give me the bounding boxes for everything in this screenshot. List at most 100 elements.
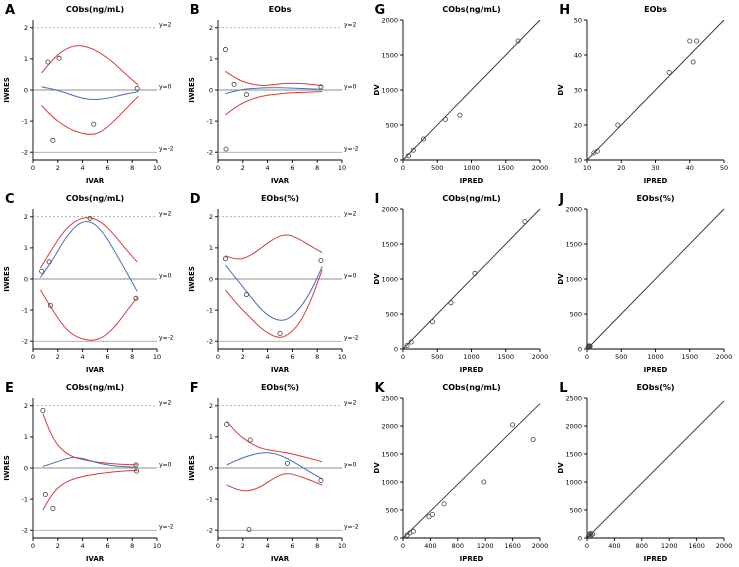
svg-text:500: 500 <box>570 506 582 514</box>
svg-text:2000: 2000 <box>531 542 548 550</box>
svg-text:y=0: y=0 <box>159 462 172 469</box>
svg-text:0: 0 <box>400 542 404 550</box>
plot-G: CObs(ng/mL) 0 500 1000 1500 2000 0 500 1000 1500 2… <box>373 5 548 185</box>
y-axis-label-E: IWRES <box>3 455 11 481</box>
panel-title-B: EObs <box>268 5 291 14</box>
svg-text:y=0: y=0 <box>344 462 357 469</box>
panel-E: E CObs(ng/mL) 0 2 4 6 8 10 -2 -1 0 1 2 IVAR IWRES y=2 y=… <box>0 378 185 567</box>
svg-text:2000: 2000 <box>531 353 548 361</box>
svg-text:0: 0 <box>578 345 582 353</box>
svg-text:2000: 2000 <box>566 422 583 430</box>
svg-text:2: 2 <box>24 24 28 32</box>
y-axis-label-F: IWRES <box>188 455 196 481</box>
svg-text:6: 6 <box>290 164 294 172</box>
plot-J: EObs(%) 0 500 1000 1500 2000 0 500 1000 1500 2000 I… <box>557 194 732 374</box>
panel-label-A: A <box>5 3 16 18</box>
svg-text:1200: 1200 <box>661 542 678 550</box>
svg-text:0: 0 <box>209 275 213 283</box>
svg-text:0: 0 <box>393 534 397 542</box>
panel-label-J: J <box>559 192 565 207</box>
svg-text:2: 2 <box>56 353 60 361</box>
svg-text:20: 20 <box>617 164 625 172</box>
svg-text:-1: -1 <box>206 306 212 314</box>
svg-text:40: 40 <box>574 51 582 59</box>
panel-title-L: EObs(%) <box>637 383 675 392</box>
svg-text:1: 1 <box>209 244 213 252</box>
panel-I: I CObs(ng/mL) 0 500 1000 1500 2000 0 500 1000 1500… <box>370 189 555 378</box>
svg-text:0: 0 <box>31 164 35 172</box>
x-axis-label-E: IVAR <box>86 555 105 563</box>
x-axis-label-D: IVAR <box>271 366 290 374</box>
svg-text:10: 10 <box>583 164 591 172</box>
x-axis-label-K: IPRED <box>459 555 483 563</box>
svg-text:y=0: y=0 <box>159 273 172 280</box>
svg-text:6: 6 <box>105 164 109 172</box>
plot-F: EObs(%) 0 2 4 6 8 10 -2 -1 0 1 2 IVAR IWRES y=2 y=0 y=-2 <box>188 383 359 563</box>
svg-text:2: 2 <box>240 164 244 172</box>
svg-text:1500: 1500 <box>381 240 398 248</box>
panel-title-K: CObs(ng/mL) <box>442 383 500 392</box>
svg-text:2000: 2000 <box>381 16 398 24</box>
panel-label-G: G <box>374 3 386 18</box>
panel-title-G: CObs(ng/mL) <box>442 5 500 14</box>
svg-text:0: 0 <box>393 156 397 164</box>
svg-text:-2: -2 <box>206 527 212 535</box>
x-axis-label-B: IVAR <box>271 177 290 185</box>
panel-title-F: EObs(%) <box>261 383 299 392</box>
y-axis-label-K: DV <box>373 462 381 474</box>
plot-I: CObs(ng/mL) 0 500 1000 1500 2000 0 500 1000 1500 2… <box>373 194 548 374</box>
svg-text:0: 0 <box>585 353 589 361</box>
svg-text:0: 0 <box>24 464 28 472</box>
svg-text:y=-2: y=-2 <box>344 335 359 342</box>
svg-text:2000: 2000 <box>381 205 398 213</box>
svg-text:4: 4 <box>81 542 85 550</box>
panel-label-K: K <box>374 381 385 396</box>
svg-text:y=0: y=0 <box>344 84 357 91</box>
svg-text:10: 10 <box>153 164 161 172</box>
svg-text:2000: 2000 <box>381 422 398 430</box>
svg-text:800: 800 <box>636 542 648 550</box>
x-axis-label-I: IPRED <box>459 366 483 374</box>
panel-label-F: F <box>189 381 199 396</box>
y-axis-label-B: IWRES <box>188 77 196 103</box>
svg-text:2000: 2000 <box>716 542 733 550</box>
svg-text:1000: 1000 <box>463 353 480 361</box>
svg-text:6: 6 <box>290 353 294 361</box>
panel-label-C: C <box>5 192 15 207</box>
svg-text:-1: -1 <box>206 495 212 503</box>
svg-text:y=0: y=0 <box>344 273 357 280</box>
svg-text:1000: 1000 <box>647 353 664 361</box>
svg-text:500: 500 <box>385 506 397 514</box>
panel-B: B EObs 0 2 4 6 8 10 -2 -1 0 1 2 IVAR IWRES y=2 y=0 y=-2 <box>185 0 370 189</box>
svg-text:y=-2: y=-2 <box>344 524 359 531</box>
svg-text:-2: -2 <box>22 149 28 157</box>
svg-text:1500: 1500 <box>497 353 514 361</box>
plot-H: EObs 10 20 30 40 50 10 20 30 40 50 IPRED DV <box>557 5 728 185</box>
panel-K: K CObs(ng/mL) 0 400 800 1200 1600 2000 0 500 1000 1… <box>370 378 555 567</box>
svg-text:10: 10 <box>338 542 346 550</box>
panel-title-I: CObs(ng/mL) <box>442 194 500 203</box>
svg-text:0: 0 <box>209 464 213 472</box>
y-axis-label-A: IWRES <box>3 77 11 103</box>
panel-J: J EObs(%) 0 500 1000 1500 2000 0 500 1000 1500 2000… <box>554 189 739 378</box>
panel-title-D: EObs(%) <box>261 194 299 203</box>
x-axis-label-A: IVAR <box>86 177 105 185</box>
svg-text:1500: 1500 <box>566 240 583 248</box>
svg-text:8: 8 <box>130 353 134 361</box>
svg-text:2: 2 <box>56 542 60 550</box>
svg-text:-2: -2 <box>22 338 28 346</box>
svg-text:4: 4 <box>265 542 269 550</box>
svg-text:8: 8 <box>315 353 319 361</box>
panel-H: H EObs 10 20 30 40 50 10 20 30 40 50 IPRED DV <box>554 0 739 189</box>
plot-K: CObs(ng/mL) 0 400 800 1200 1600 2000 0 500 1000 15… <box>373 383 548 563</box>
svg-text:2: 2 <box>240 542 244 550</box>
y-axis-label-G: DV <box>373 84 381 96</box>
svg-text:0: 0 <box>585 542 589 550</box>
panel-D: D EObs(%) 0 2 4 6 8 10 -2 -1 0 1 2 IVAR IWRES y=2 y=0 y=-… <box>185 189 370 378</box>
y-axis-label-L: DV <box>557 462 565 474</box>
svg-text:10: 10 <box>153 353 161 361</box>
y-axis-label-D: IWRES <box>188 266 196 292</box>
svg-text:0: 0 <box>31 542 35 550</box>
svg-text:0: 0 <box>24 86 28 94</box>
